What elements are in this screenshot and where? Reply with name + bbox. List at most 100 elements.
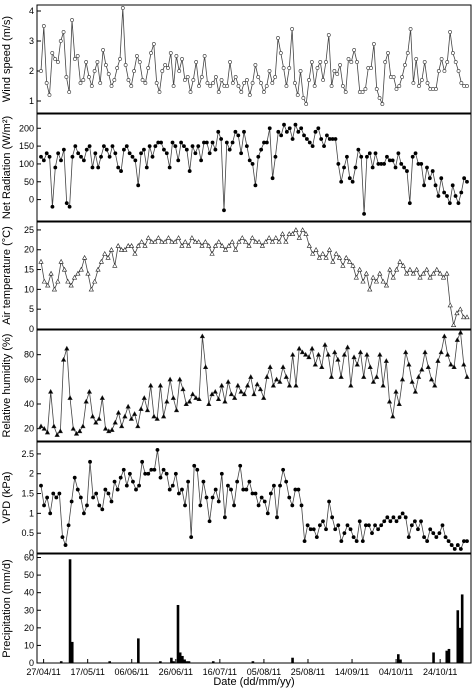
data-point	[159, 140, 163, 145]
data-point	[98, 81, 103, 85]
data-point	[284, 84, 289, 88]
data-point	[143, 471, 148, 476]
data-point	[407, 201, 412, 206]
data-point	[90, 413, 96, 419]
data-point	[286, 231, 292, 236]
precipitation-bar	[460, 594, 464, 663]
data-point	[440, 274, 447, 280]
data-point	[248, 374, 254, 379]
data-point	[60, 356, 67, 362]
data-point	[173, 407, 180, 413]
x-tick-label: 16/07/11	[203, 667, 237, 677]
data-point	[85, 270, 91, 276]
data-point	[196, 396, 202, 402]
data-point	[380, 278, 386, 284]
data-point	[146, 66, 151, 70]
data-point	[109, 499, 114, 504]
y-tick-label: 20	[24, 245, 34, 255]
data-point	[259, 147, 264, 152]
data-point	[51, 491, 56, 496]
data-point	[186, 398, 193, 404]
data-point	[177, 69, 182, 73]
data-point	[377, 351, 383, 357]
data-point	[287, 495, 292, 500]
data-point	[394, 87, 399, 91]
data-point	[267, 364, 273, 369]
precipitation-bar	[456, 610, 460, 663]
data-point	[393, 165, 398, 170]
precipitation-bar	[291, 657, 294, 663]
data-point	[257, 386, 264, 392]
data-point	[229, 487, 233, 492]
precipitation-bar	[176, 604, 180, 663]
data-point	[351, 535, 356, 540]
precipitation-bar	[181, 655, 184, 663]
y-tick-label: 40	[24, 399, 34, 409]
y-tick-label: 1	[29, 96, 34, 106]
data-point	[236, 239, 242, 244]
data-point	[135, 423, 141, 429]
net-radiation-panel: 0 50 100 150 200 Net Radiation (W/m²)	[1, 113, 472, 222]
data-point	[154, 81, 159, 85]
data-point	[454, 337, 460, 342]
data-point	[383, 282, 390, 288]
data-point	[363, 523, 368, 528]
data-point	[461, 314, 467, 320]
precipitation-bar	[178, 652, 182, 663]
data-point	[259, 495, 264, 500]
y-tick-label: 2	[29, 469, 34, 479]
data-point	[149, 51, 153, 55]
data-point	[146, 471, 151, 476]
data-point	[123, 63, 128, 67]
data-point	[138, 406, 144, 411]
data-point	[125, 243, 131, 248]
data-point	[448, 30, 452, 34]
plot-frame	[36, 221, 472, 330]
y-tick-label: 60	[24, 374, 34, 384]
data-point	[419, 162, 424, 166]
precipitation-bar	[68, 559, 72, 663]
data-point	[135, 243, 141, 248]
data-point	[92, 278, 98, 284]
y-tick-label: 200	[19, 123, 34, 133]
data-point	[264, 84, 269, 88]
data-point	[115, 66, 120, 70]
data-point	[211, 81, 215, 85]
data-point	[404, 270, 410, 276]
data-point	[245, 78, 249, 82]
data-point	[202, 54, 207, 58]
y-axis-label: Relative humidity (%)	[1, 334, 13, 438]
data-point	[287, 126, 292, 131]
data-point	[450, 183, 455, 188]
data-point	[70, 18, 74, 22]
precipitation-bar	[187, 661, 191, 663]
data-point	[339, 539, 344, 544]
data-point	[367, 364, 373, 369]
data-point	[464, 314, 470, 320]
data-point	[186, 479, 191, 484]
data-point	[465, 179, 469, 184]
data-point	[93, 151, 98, 156]
data-point	[157, 90, 162, 94]
data-point	[199, 158, 204, 163]
data-point	[112, 419, 118, 425]
data-point	[259, 243, 265, 248]
data-point	[440, 523, 445, 528]
data-point	[342, 531, 347, 536]
data-point	[405, 169, 409, 173]
data-point	[324, 527, 328, 532]
data-point	[57, 491, 62, 496]
data-point	[175, 235, 182, 240]
data-point	[340, 262, 346, 268]
data-point	[361, 374, 367, 379]
data-point	[283, 239, 289, 244]
data-point	[261, 395, 267, 400]
data-point	[212, 388, 218, 394]
y-tick-label: 20	[24, 623, 34, 633]
data-point	[214, 75, 218, 79]
data-point	[369, 66, 373, 70]
data-point	[349, 60, 354, 64]
data-point	[259, 81, 263, 85]
data-point	[242, 129, 246, 134]
y-tick-label: 60	[24, 553, 34, 563]
